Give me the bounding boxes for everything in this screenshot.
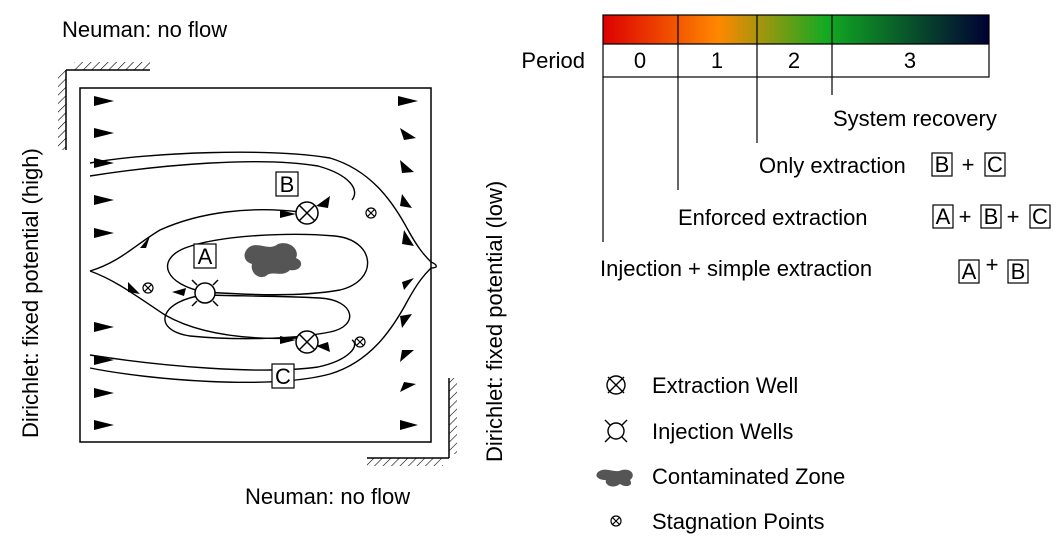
event-period-2: Only extraction — [759, 153, 906, 178]
period-3: 3 — [904, 48, 916, 73]
arrow-left-7 — [94, 355, 114, 365]
streamline-top-inner — [89, 160, 356, 201]
arrow-left-9 — [94, 420, 114, 430]
stagnation-point-1 — [365, 207, 377, 219]
svg-text:C: C — [275, 364, 291, 389]
event-period-2-wells: B + C — [931, 152, 1006, 177]
event-period-1: Enforced extraction — [678, 205, 868, 230]
event-period-0: Injection + simple extraction — [600, 256, 872, 281]
arrow-flow-6 — [316, 342, 330, 352]
arrow-left-2 — [94, 128, 114, 138]
timeline-color-bar — [603, 15, 989, 44]
svg-text:+: + — [959, 204, 972, 229]
arrow-flow-5 — [316, 196, 330, 208]
arrow-left-5 — [94, 228, 114, 238]
streamlines — [89, 151, 437, 383]
arrow-right-5 — [402, 230, 414, 246]
arrow-right-10 — [400, 420, 418, 430]
legend-injection-icon — [604, 419, 628, 443]
event-period-0-wells: A + B — [958, 252, 1029, 284]
period-1: 1 — [711, 48, 723, 73]
domain: B A C — [58, 62, 457, 466]
stagnation-point-3 — [354, 336, 366, 348]
legend: Extraction Well Injection Wells Contamin… — [596, 373, 845, 534]
streamline-right-split — [430, 261, 437, 269]
arrow-flow-1 — [140, 236, 150, 248]
event-period-3: System recovery — [833, 106, 997, 131]
streamline-bottom-outer — [89, 267, 432, 383]
arrow-flow-3 — [280, 210, 296, 218]
arrow-right-2 — [400, 128, 416, 140]
svg-text:A: A — [936, 204, 951, 229]
arrow-right-8 — [400, 350, 414, 362]
svg-text:B: B — [984, 204, 999, 229]
svg-text:A: A — [198, 244, 213, 269]
arrow-right-1 — [398, 96, 418, 106]
boundary-top-label: Neuman: no flow — [62, 17, 227, 42]
flow-arrows — [94, 96, 418, 430]
legend-stagnation-icon — [610, 515, 622, 527]
streamline-left-mid — [89, 209, 301, 272]
arrow-right-3 — [400, 160, 414, 173]
timeline-header: Period — [521, 48, 585, 73]
arrow-flow-2 — [128, 282, 140, 294]
arrow-left-8 — [94, 388, 114, 398]
timeline: Period 0 1 2 3 System recovery Only extr… — [521, 14, 1051, 284]
boundary-left-label: Dirichlet: fixed potential (high) — [18, 148, 43, 438]
boundary-bottom-label: Neuman: no flow — [245, 484, 410, 509]
arrow-right-4 — [400, 194, 412, 208]
period-2: 2 — [788, 48, 800, 73]
svg-text:+: + — [986, 252, 999, 277]
hatch-top-left — [58, 62, 150, 150]
extraction-well-c — [295, 330, 319, 354]
legend-injection-label: Injection Wells — [652, 419, 793, 444]
svg-text:B: B — [935, 152, 950, 177]
arrow-left-3 — [94, 158, 114, 168]
svg-text:A: A — [962, 259, 977, 284]
stagnation-points — [142, 207, 377, 348]
injection-well-a — [191, 279, 219, 307]
streamline-top-outer — [89, 151, 432, 263]
arrow-left-1 — [94, 96, 114, 106]
arrow-left-4 — [94, 195, 114, 205]
legend-contaminated-icon — [596, 469, 633, 487]
well-label-c: C — [271, 363, 295, 389]
legend-contaminated-label: Contaminated Zone — [652, 464, 845, 489]
hatch-bottom-right — [367, 378, 457, 466]
arrow-right-6 — [402, 278, 414, 290]
svg-text:C: C — [987, 152, 1003, 177]
svg-text:C: C — [1032, 204, 1048, 229]
svg-text:+: + — [1007, 204, 1020, 229]
svg-text:B: B — [1011, 259, 1026, 284]
svg-text:B: B — [280, 172, 295, 197]
arrow-right-7 — [400, 314, 412, 328]
well-label-b: B — [275, 171, 299, 197]
streamline-lower-loop — [164, 294, 351, 340]
event-period-1-wells: A + B + C — [932, 204, 1051, 229]
legend-stagnation-label: Stagnation Points — [652, 509, 824, 534]
contaminated-zone — [244, 243, 302, 278]
well-label-a: A — [193, 243, 217, 269]
boundary-right-label: Dirichlet: fixed potential (low) — [482, 181, 507, 462]
arrow-left-6 — [94, 322, 114, 332]
arrow-flow-4 — [280, 336, 296, 344]
arrow-flow-7 — [172, 288, 186, 296]
stagnation-point-2 — [142, 282, 154, 294]
legend-extraction-icon — [606, 375, 626, 395]
streamline-lower-left — [89, 270, 301, 340]
legend-extraction-label: Extraction Well — [652, 373, 798, 398]
extraction-well-b — [295, 201, 319, 225]
streamline-upper-loop — [166, 233, 369, 296]
domain-border — [79, 87, 432, 443]
svg-text:+: + — [962, 152, 975, 177]
period-0: 0 — [634, 48, 646, 73]
arrow-right-9 — [400, 382, 416, 392]
